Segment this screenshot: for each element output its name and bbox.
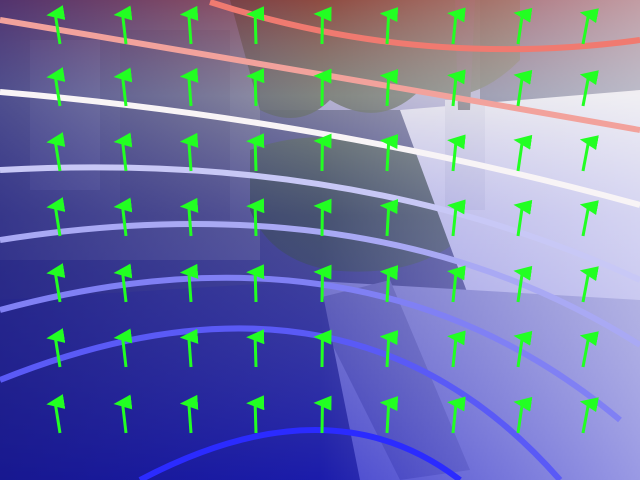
arrow-up-icon	[579, 135, 599, 172]
horizon-curve-8	[138, 427, 462, 480]
arrow-up-icon	[579, 397, 599, 434]
arrow-field	[46, 5, 599, 434]
arrow-up-icon	[179, 263, 199, 303]
horizon-curve-1	[209, 0, 640, 53]
arrow-up-icon	[246, 133, 265, 172]
horizon-curve-5	[0, 221, 640, 348]
arrow-up-icon	[513, 265, 533, 303]
arrow-up-icon	[513, 7, 533, 45]
arrow-up-icon	[447, 265, 466, 303]
arrow-up-icon	[447, 199, 466, 237]
arrow-up-icon	[46, 5, 66, 45]
arrow-up-icon	[246, 329, 265, 368]
arrow-up-icon	[113, 5, 133, 45]
arrow-up-icon	[579, 266, 599, 303]
arrow-up-icon	[447, 7, 466, 45]
arrow-up-icon	[246, 68, 265, 107]
arrow-up-icon	[113, 132, 133, 172]
arrow-up-icon	[246, 6, 265, 45]
arrow-up-icon	[179, 197, 199, 237]
horizon-curve-2	[0, 17, 640, 133]
arrow-up-icon	[179, 5, 199, 45]
arrow-up-icon	[179, 67, 199, 107]
arrow-up-icon	[579, 70, 599, 107]
arrow-up-icon	[447, 69, 466, 107]
arrow-up-icon	[513, 330, 533, 368]
arrow-up-icon	[46, 328, 66, 368]
horizon-curve-6	[0, 274, 622, 423]
arrow-up-icon	[246, 395, 265, 434]
arrow-up-icon	[379, 69, 399, 107]
arrow-up-icon	[513, 199, 533, 237]
arrow-up-icon	[579, 331, 599, 368]
arrow-up-icon	[46, 67, 66, 107]
arrow-up-icon	[513, 396, 533, 434]
arrow-up-icon	[447, 396, 466, 434]
arrow-up-icon	[379, 134, 399, 172]
arrow-up-icon	[579, 8, 599, 45]
arrow-up-icon	[113, 197, 133, 237]
arrow-up-icon	[513, 69, 533, 107]
arrow-up-icon	[113, 394, 133, 434]
arrow-up-icon	[513, 134, 533, 172]
arrow-up-icon	[46, 263, 66, 303]
overlay-left-shade	[0, 0, 320, 480]
arrow-up-icon	[46, 132, 66, 172]
arrow-up-icon	[179, 132, 199, 172]
horizon-curve-4	[0, 164, 640, 283]
arrow-up-icon	[246, 198, 265, 237]
arrow-up-icon	[46, 394, 66, 434]
arrow-up-icon	[179, 328, 199, 368]
arrow-up-icon	[379, 396, 399, 434]
arrow-up-icon	[379, 7, 399, 45]
arrow-up-icon	[447, 134, 466, 172]
arrow-up-icon	[113, 67, 133, 107]
arrow-up-icon	[579, 200, 599, 237]
arrow-up-icon	[379, 330, 399, 368]
arrow-up-icon	[46, 197, 66, 237]
arrow-up-icon	[113, 263, 133, 303]
arrow-up-icon	[379, 265, 399, 303]
arrow-up-icon	[113, 328, 133, 368]
arrow-up-icon	[179, 394, 199, 434]
arrow-up-icon	[447, 330, 466, 368]
arrow-up-icon	[246, 264, 265, 303]
arrow-up-icon	[379, 199, 399, 237]
